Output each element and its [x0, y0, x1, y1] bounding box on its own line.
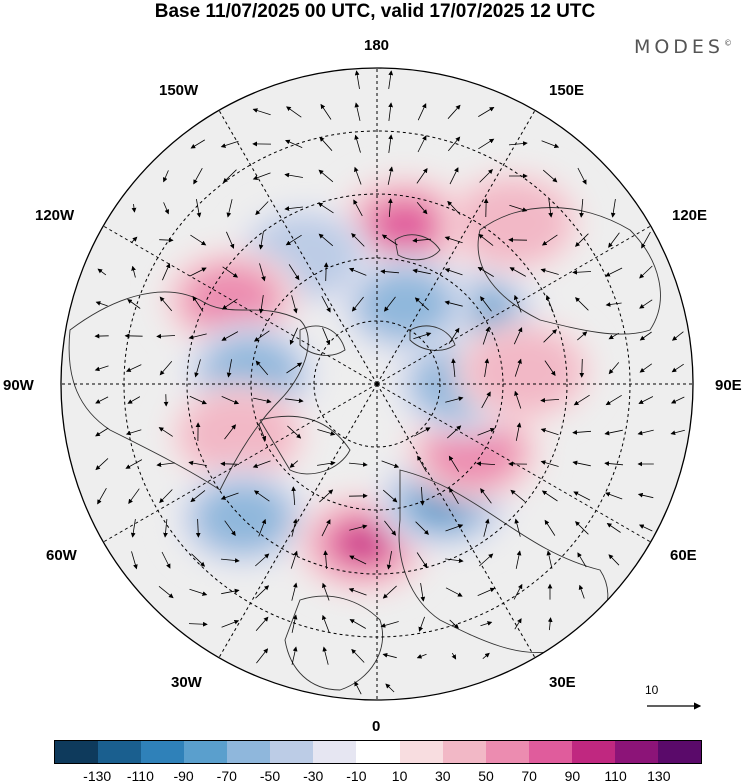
legend-tick-label: 50 — [478, 768, 494, 784]
legend-tick-label: -110 — [127, 768, 154, 784]
legend-tick-label: 90 — [565, 768, 581, 784]
anomaly-contour — [374, 204, 436, 248]
lon-label-180: 180 — [364, 37, 389, 54]
lon-label-60w: 60W — [46, 547, 77, 564]
legend-tick-label: 70 — [521, 768, 537, 784]
legend-swatch — [486, 741, 529, 763]
legend-swatch — [141, 741, 184, 763]
lon-label-150w: 150W — [159, 82, 198, 99]
lon-label-120e: 120E — [672, 207, 707, 224]
legend-swatch — [227, 741, 270, 763]
lon-label-90e: 90E — [715, 377, 742, 394]
legend-swatch — [529, 741, 572, 763]
legend-tick-label: -130 — [83, 768, 111, 784]
legend-swatch — [356, 741, 399, 763]
legend-ticks: -130 -110 -90 -70 -50 -30 -10 10 30 50 70 90 110 130 — [54, 764, 702, 784]
lon-label-30w: 30W — [171, 674, 202, 691]
vector-scale-label: 10 — [645, 683, 658, 697]
legend-tick-label: -30 — [303, 768, 323, 784]
legend-swatch — [313, 741, 356, 763]
legend-tick-label: -70 — [217, 768, 237, 784]
lon-label-90w: 90W — [3, 377, 34, 394]
anomaly-contour — [455, 181, 569, 265]
legend-swatch — [615, 741, 658, 763]
lon-label-60e: 60E — [670, 547, 697, 564]
legend-swatch — [572, 741, 615, 763]
legend-tick-label: 110 — [604, 768, 626, 784]
legend-swatch — [184, 741, 227, 763]
legend-swatch — [400, 741, 443, 763]
legend-swatch — [658, 741, 701, 763]
legend-tick-label: -10 — [346, 768, 366, 784]
legend-swatch — [443, 741, 486, 763]
lon-label-120w: 120W — [35, 207, 74, 224]
legend-tick-label: -50 — [260, 768, 280, 784]
legend-tick-label: 30 — [435, 768, 451, 784]
legend-swatch — [270, 741, 313, 763]
legend-tick-label: 130 — [647, 768, 670, 784]
lon-label-150e: 150E — [549, 82, 584, 99]
anomaly-contour — [345, 532, 381, 556]
legend-swatch — [55, 741, 98, 763]
legend-tick-label: -90 — [173, 768, 193, 784]
lon-label-0: 0 — [372, 718, 380, 735]
legend-swatch — [98, 741, 141, 763]
color-legend: -130 -110 -90 -70 -50 -30 -10 10 30 50 70 90 110 130 — [54, 740, 702, 784]
legend-bar — [54, 740, 702, 764]
lon-label-30e: 30E — [549, 674, 576, 691]
anomaly-contour — [199, 486, 287, 550]
legend-tick-label: 10 — [392, 768, 408, 784]
